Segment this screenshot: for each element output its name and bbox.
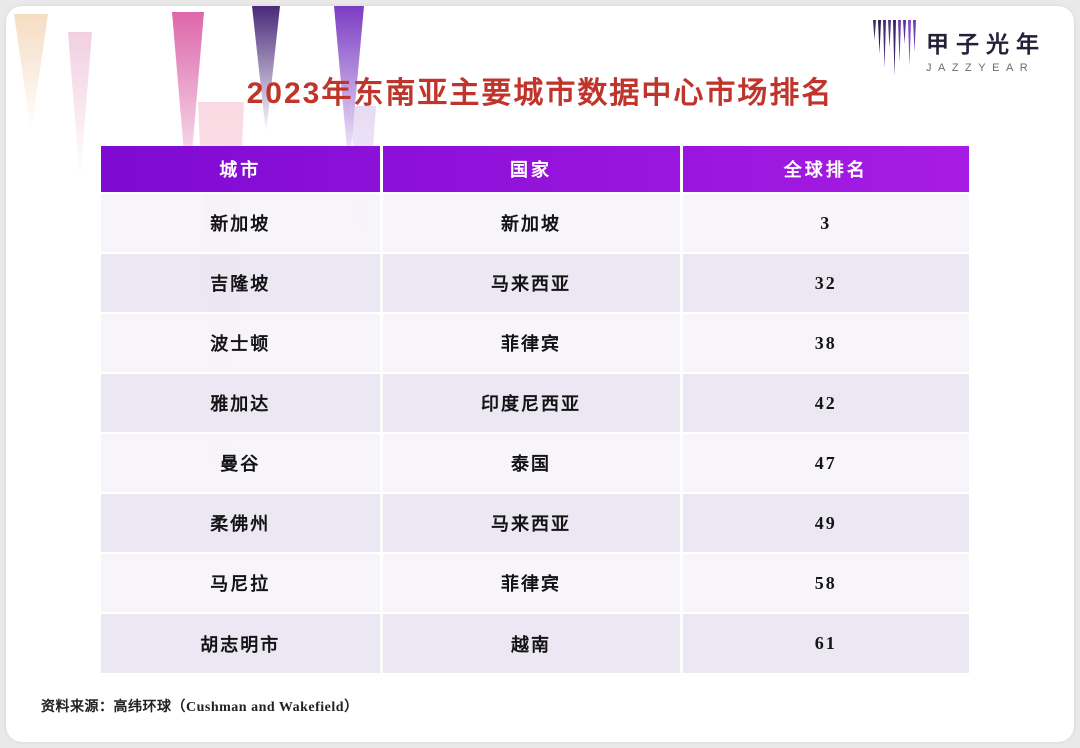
cell-city: 胡志明市 [101,612,381,673]
ranking-table: 城市 国家 全球排名 新加坡 新加坡 3 吉隆坡 马来西亚 32 波士顿 菲律宾… [101,146,969,673]
cell-city: 曼谷 [101,432,381,493]
cell-country: 泰国 [379,432,681,493]
table-row: 柔佛州 马来西亚 49 [101,492,969,553]
cell-rank: 58 [679,552,969,613]
cell-rank: 42 [679,372,969,433]
cell-rank: 38 [679,312,969,373]
jazzyear-icicle-icon [873,20,916,76]
table-row: 曼谷 泰国 47 [101,432,969,493]
source-note: 资料来源：高纬环球（Cushman and Wakefield） [41,700,359,715]
table-row: 吉隆坡 马来西亚 32 [101,252,969,313]
brand-logo: 甲子光年 JAZZYEAR [872,20,1046,78]
cell-country: 印度尼西亚 [379,372,681,433]
cell-country: 菲律宾 [379,312,681,373]
cell-country: 马来西亚 [379,492,681,553]
cell-country: 新加坡 [379,192,681,253]
cell-country: 马来西亚 [379,252,681,313]
table-row: 新加坡 新加坡 3 [101,192,969,253]
table-row: 马尼拉 菲律宾 58 [101,552,969,613]
cell-city: 马尼拉 [101,552,381,613]
brand-subtitle: JAZZYEAR [926,61,1035,74]
table-row: 胡志明市 越南 61 [101,612,969,673]
cell-city: 雅加达 [101,372,381,433]
table-row: 雅加达 印度尼西亚 42 [101,372,969,433]
cell-rank: 61 [679,612,969,673]
cell-rank: 3 [679,192,969,253]
brand-name: 甲子光年 [926,31,1046,57]
cell-country: 越南 [379,612,681,673]
col-header-global-rank: 全球排名 [679,146,969,193]
content-card: 甲子光年 JAZZYEAR 2023年东南亚主要城市数据中心市场排名 城市 国家… [6,6,1074,742]
table-header-row: 城市 国家 全球排名 [101,146,969,193]
cell-rank: 32 [679,252,969,313]
cell-rank: 47 [679,432,969,493]
brand-text: 甲子光年 JAZZYEAR [926,25,1046,74]
cell-city: 吉隆坡 [101,252,381,313]
table-row: 波士顿 菲律宾 38 [101,312,969,373]
cell-rank: 49 [679,492,969,553]
cell-country: 菲律宾 [379,552,681,613]
cell-city: 柔佛州 [101,492,381,553]
col-header-country: 国家 [379,146,681,193]
cell-city: 波士顿 [101,312,381,373]
cell-city: 新加坡 [101,192,381,253]
page-title: 2023年东南亚主要城市数据中心市场排名 [246,77,834,110]
col-header-city: 城市 [219,160,262,180]
